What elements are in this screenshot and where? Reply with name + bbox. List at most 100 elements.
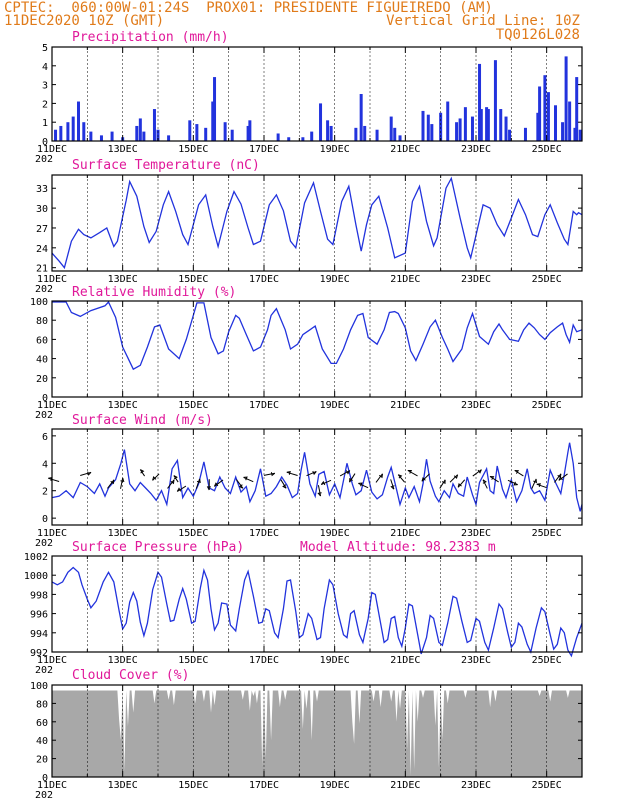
precip-bar xyxy=(446,101,450,141)
panel-title: Relative Humidity (%) xyxy=(72,285,236,300)
x-tick-label: 21DEC xyxy=(390,144,420,155)
wind-arrow-head xyxy=(176,487,182,492)
precip-bar xyxy=(573,127,577,141)
precip-bar xyxy=(354,127,358,141)
precip-bar xyxy=(426,114,430,141)
y-tick-label: 4 xyxy=(42,459,48,470)
wind-arrow-head xyxy=(282,484,287,489)
wind-arrow-head xyxy=(514,470,520,474)
y-tick-label: 0 xyxy=(42,773,48,784)
precip-bar xyxy=(578,129,582,141)
wind-arrow-shaft xyxy=(195,478,201,489)
y-tick-label: 40 xyxy=(36,355,48,366)
precip-bar xyxy=(99,135,103,141)
precip-bar xyxy=(561,122,565,141)
y-tick-label: 80 xyxy=(36,316,48,327)
x-tick-label: 19DEC xyxy=(320,655,350,666)
x-tick-label: 15DEC xyxy=(178,400,208,411)
wind-arrow-head xyxy=(140,469,145,474)
y-tick-label: 24 xyxy=(36,244,48,255)
precip-bar xyxy=(504,116,508,141)
wind-arrow-shaft xyxy=(317,485,322,497)
y-tick-label: 3 xyxy=(42,81,48,92)
wind-line xyxy=(51,442,583,512)
precip-bar xyxy=(375,129,379,141)
x-tick-label: 19DEC xyxy=(320,144,350,155)
y-tick-label: 33 xyxy=(36,184,48,195)
y-tick-label: 80 xyxy=(36,699,48,710)
x-tick-sublabel: 202 xyxy=(35,790,53,800)
y-tick-label: 2 xyxy=(42,487,48,498)
precip-bar xyxy=(470,116,474,141)
y-tick-label: 0 xyxy=(42,137,48,148)
precip-bar xyxy=(575,77,579,141)
panel-frame xyxy=(51,428,583,526)
precip-bar xyxy=(167,135,171,141)
wind-arrow-shaft xyxy=(80,471,92,477)
wind-arrow-head xyxy=(489,476,495,480)
precip-bar xyxy=(135,125,139,141)
wind-arrow-head xyxy=(558,476,563,481)
wind-arrow-shaft xyxy=(390,479,395,490)
y-tick-label: 992 xyxy=(30,648,48,659)
wind-arrow-head xyxy=(87,471,92,476)
wind-arrow-head xyxy=(407,470,413,474)
precip-bar xyxy=(211,101,215,141)
precip-bar xyxy=(54,129,58,141)
x-tick-sublabel: 202 xyxy=(35,665,53,676)
x-tick-label: 13DEC xyxy=(108,655,138,666)
precip-bar xyxy=(246,125,250,141)
wind-arrow-shaft xyxy=(421,473,430,482)
precip-bar xyxy=(287,137,291,141)
x-tick-label: 25DEC xyxy=(532,655,562,666)
panel-annotation: Model Altitude: 98.2383 m xyxy=(300,540,496,555)
x-tick-sublabel: 202 xyxy=(35,154,53,165)
x-tick-label: 11DEC xyxy=(37,528,67,539)
precip-bar xyxy=(329,125,333,141)
x-tick-label: 21DEC xyxy=(390,655,420,666)
x-tick-label: 11DEC xyxy=(37,274,67,285)
y-tick-label: 100 xyxy=(30,297,48,308)
wind-arrow-shaft xyxy=(558,473,568,481)
panel-title: Surface Pressure (hPa) xyxy=(72,540,244,555)
precip-bar xyxy=(554,105,557,141)
precip-bar xyxy=(89,131,93,141)
wind-arrow-head xyxy=(312,470,317,476)
x-tick-label: 13DEC xyxy=(108,528,138,539)
wind-arrow-shaft xyxy=(321,479,332,486)
y-tick-label: 4 xyxy=(42,62,48,73)
wind-arrow-head xyxy=(453,474,459,480)
y-tick-label: 40 xyxy=(36,736,48,747)
x-tick-label: 21DEC xyxy=(390,528,420,539)
precip-bar xyxy=(538,86,542,141)
wind-arrow-shaft xyxy=(173,475,179,483)
precip-bar xyxy=(204,127,208,141)
header-grid-note: Vertical Grid Line: 10Z xyxy=(386,13,580,29)
wind-arrow-shaft xyxy=(507,479,518,486)
x-tick-sublabel: 202 xyxy=(35,284,53,295)
x-tick-label: 25DEC xyxy=(532,144,562,155)
x-tick-label: 17DEC xyxy=(249,400,279,411)
precip-bar xyxy=(213,77,217,141)
y-tick-label: 998 xyxy=(30,590,48,601)
precip-bar xyxy=(523,127,527,141)
x-tick-label: 21DEC xyxy=(390,780,420,791)
wind-arrow-head xyxy=(173,475,178,480)
x-tick-label: 11DEC xyxy=(37,655,67,666)
y-tick-label: 20 xyxy=(36,374,48,385)
x-tick-label: 19DEC xyxy=(320,400,350,411)
wind-arrow-head xyxy=(398,474,403,479)
x-tick-label: 23DEC xyxy=(461,274,491,285)
panel-title: Precipitation (mm/h) xyxy=(72,30,229,45)
wind-arrow-head xyxy=(243,476,248,481)
wind-arrow-shaft xyxy=(167,479,175,489)
x-tick-label: 25DEC xyxy=(532,274,562,285)
wind-arrow-head xyxy=(270,472,276,477)
precip-bar xyxy=(508,129,512,141)
wind-arrow-shaft xyxy=(177,485,187,492)
y-tick-label: 21 xyxy=(36,264,48,275)
wind-arrow-head xyxy=(110,479,115,485)
panel-frame xyxy=(51,684,583,778)
precip-bar xyxy=(152,109,156,141)
x-tick-label: 23DEC xyxy=(461,655,491,666)
